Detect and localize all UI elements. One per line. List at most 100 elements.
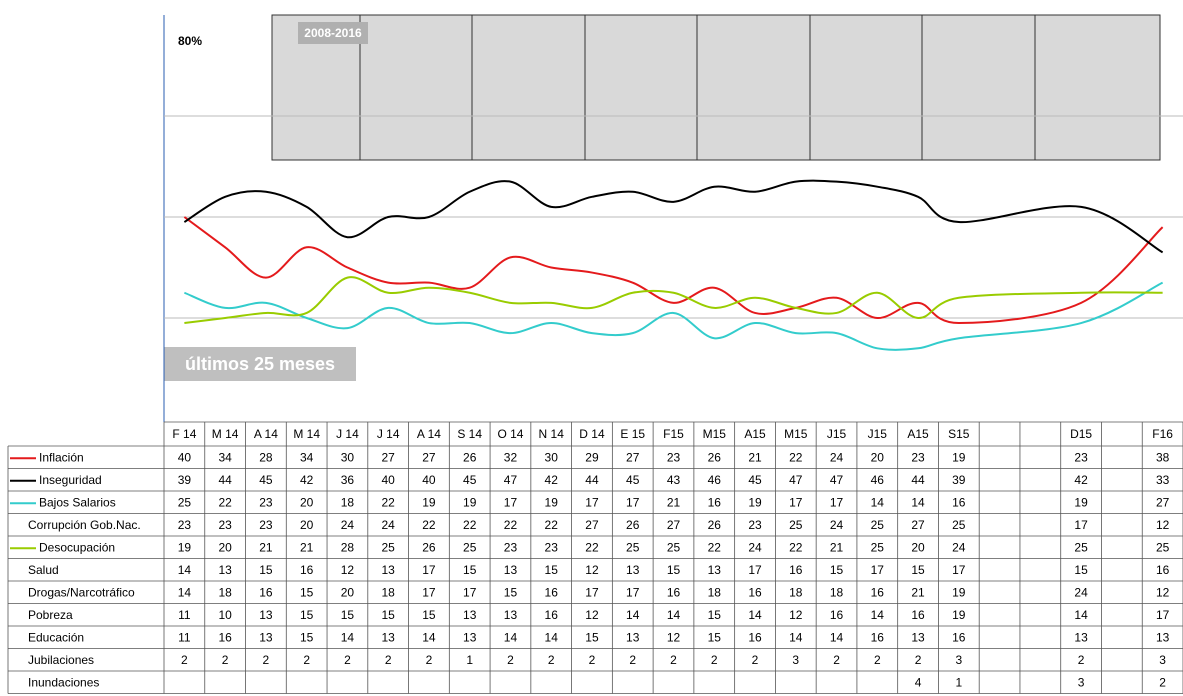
table-value: 14 (667, 608, 681, 622)
table-value: 2 (426, 653, 433, 667)
table-value: 14 (626, 608, 640, 622)
table-value: 16 (259, 585, 273, 599)
x-tick-label: S15 (948, 427, 970, 441)
table-value: 19 (952, 450, 966, 464)
table-value: 44 (218, 473, 232, 487)
table-value: 30 (341, 450, 355, 464)
table-value: 12 (667, 630, 681, 644)
table-value: 21 (259, 540, 273, 554)
table-value: 27 (667, 518, 681, 532)
table-value: 10 (218, 608, 232, 622)
table-value: 16 (545, 585, 559, 599)
table-value: 17 (1156, 608, 1170, 622)
table-value: 23 (259, 518, 273, 532)
table-value: 15 (830, 563, 844, 577)
table-value: 2 (303, 653, 310, 667)
table-value: 2 (263, 653, 270, 667)
table-value: 20 (218, 540, 232, 554)
table-value: 2 (752, 653, 759, 667)
table-value: 20 (871, 450, 885, 464)
table-value: 13 (626, 563, 640, 577)
table-value: 47 (789, 473, 803, 487)
table-value: 25 (789, 518, 803, 532)
table-value: 15 (1074, 563, 1088, 577)
table-value: 38 (1156, 450, 1170, 464)
table-value: 23 (1074, 450, 1088, 464)
table-value: 46 (871, 473, 885, 487)
x-tick-label: E 15 (620, 427, 645, 441)
inset-label: 2008-2016 (304, 26, 362, 40)
table-value: 23 (178, 518, 192, 532)
table-value: 18 (789, 585, 803, 599)
table-value: 16 (952, 495, 966, 509)
table-value: 15 (300, 630, 314, 644)
x-tick-label: A15 (744, 427, 766, 441)
table-value: 46 (708, 473, 722, 487)
series-line (183, 216, 1164, 325)
table-value: 12 (585, 608, 599, 622)
table-value: 19 (178, 540, 192, 554)
table-value: 21 (300, 540, 314, 554)
table-value: 42 (545, 473, 559, 487)
table-value: 22 (585, 540, 599, 554)
range-label-bg (164, 347, 356, 381)
table-value: 27 (422, 450, 436, 464)
table-value: 45 (748, 473, 762, 487)
table-value: 2 (385, 653, 392, 667)
table-value: 40 (382, 473, 396, 487)
table-value: 27 (585, 518, 599, 532)
table-value: 24 (830, 450, 844, 464)
table-value: 2 (589, 653, 596, 667)
table-value: 17 (626, 495, 640, 509)
inset-dividers (359, 15, 1036, 160)
inset-label-bg (298, 22, 368, 44)
table-value: 17 (830, 495, 844, 509)
table-value: 17 (585, 495, 599, 509)
table-value: 25 (626, 540, 640, 554)
table-value: 24 (748, 540, 762, 554)
table-value: 3 (1159, 653, 1166, 667)
table-value: 26 (708, 450, 722, 464)
table-value: 22 (545, 518, 559, 532)
table-value: 27 (911, 518, 925, 532)
table-value: 15 (911, 563, 925, 577)
table-value: 24 (830, 518, 844, 532)
table-value: 21 (911, 585, 925, 599)
table-value: 23 (667, 450, 681, 464)
table-value: 25 (952, 518, 966, 532)
table-value: 21 (667, 495, 681, 509)
table-value: 2 (222, 653, 229, 667)
table-value: 2 (874, 653, 881, 667)
table-value: 26 (708, 518, 722, 532)
table-value: 12 (341, 563, 355, 577)
table-value: 16 (789, 563, 803, 577)
table-value: 16 (708, 495, 722, 509)
table-value: 16 (218, 630, 232, 644)
table-value: 15 (708, 630, 722, 644)
table-value: 14 (789, 630, 803, 644)
table-value: 15 (504, 585, 518, 599)
table-value: 47 (830, 473, 844, 487)
table-value: 34 (218, 450, 232, 464)
table-value: 36 (341, 473, 355, 487)
table-value: 43 (667, 473, 681, 487)
table-value: 17 (871, 563, 885, 577)
table-value: 16 (545, 608, 559, 622)
legend-label: Pobreza (28, 608, 73, 622)
table-value: 17 (504, 495, 518, 509)
table-value: 23 (911, 450, 925, 464)
table-value: 18 (218, 585, 232, 599)
table-value: 16 (830, 608, 844, 622)
table-value: 28 (341, 540, 355, 554)
x-tick-label: M 14 (212, 427, 239, 441)
table-value: 14 (748, 608, 762, 622)
table-value: 44 (585, 473, 599, 487)
table-value: 25 (1156, 540, 1170, 554)
table-value: 13 (1156, 630, 1170, 644)
x-tick-label: D15 (1070, 427, 1092, 441)
table-value: 17 (789, 495, 803, 509)
table-value: 12 (1156, 518, 1170, 532)
table-value: 23 (545, 540, 559, 554)
legend-label: Bajos Salarios (39, 495, 116, 509)
